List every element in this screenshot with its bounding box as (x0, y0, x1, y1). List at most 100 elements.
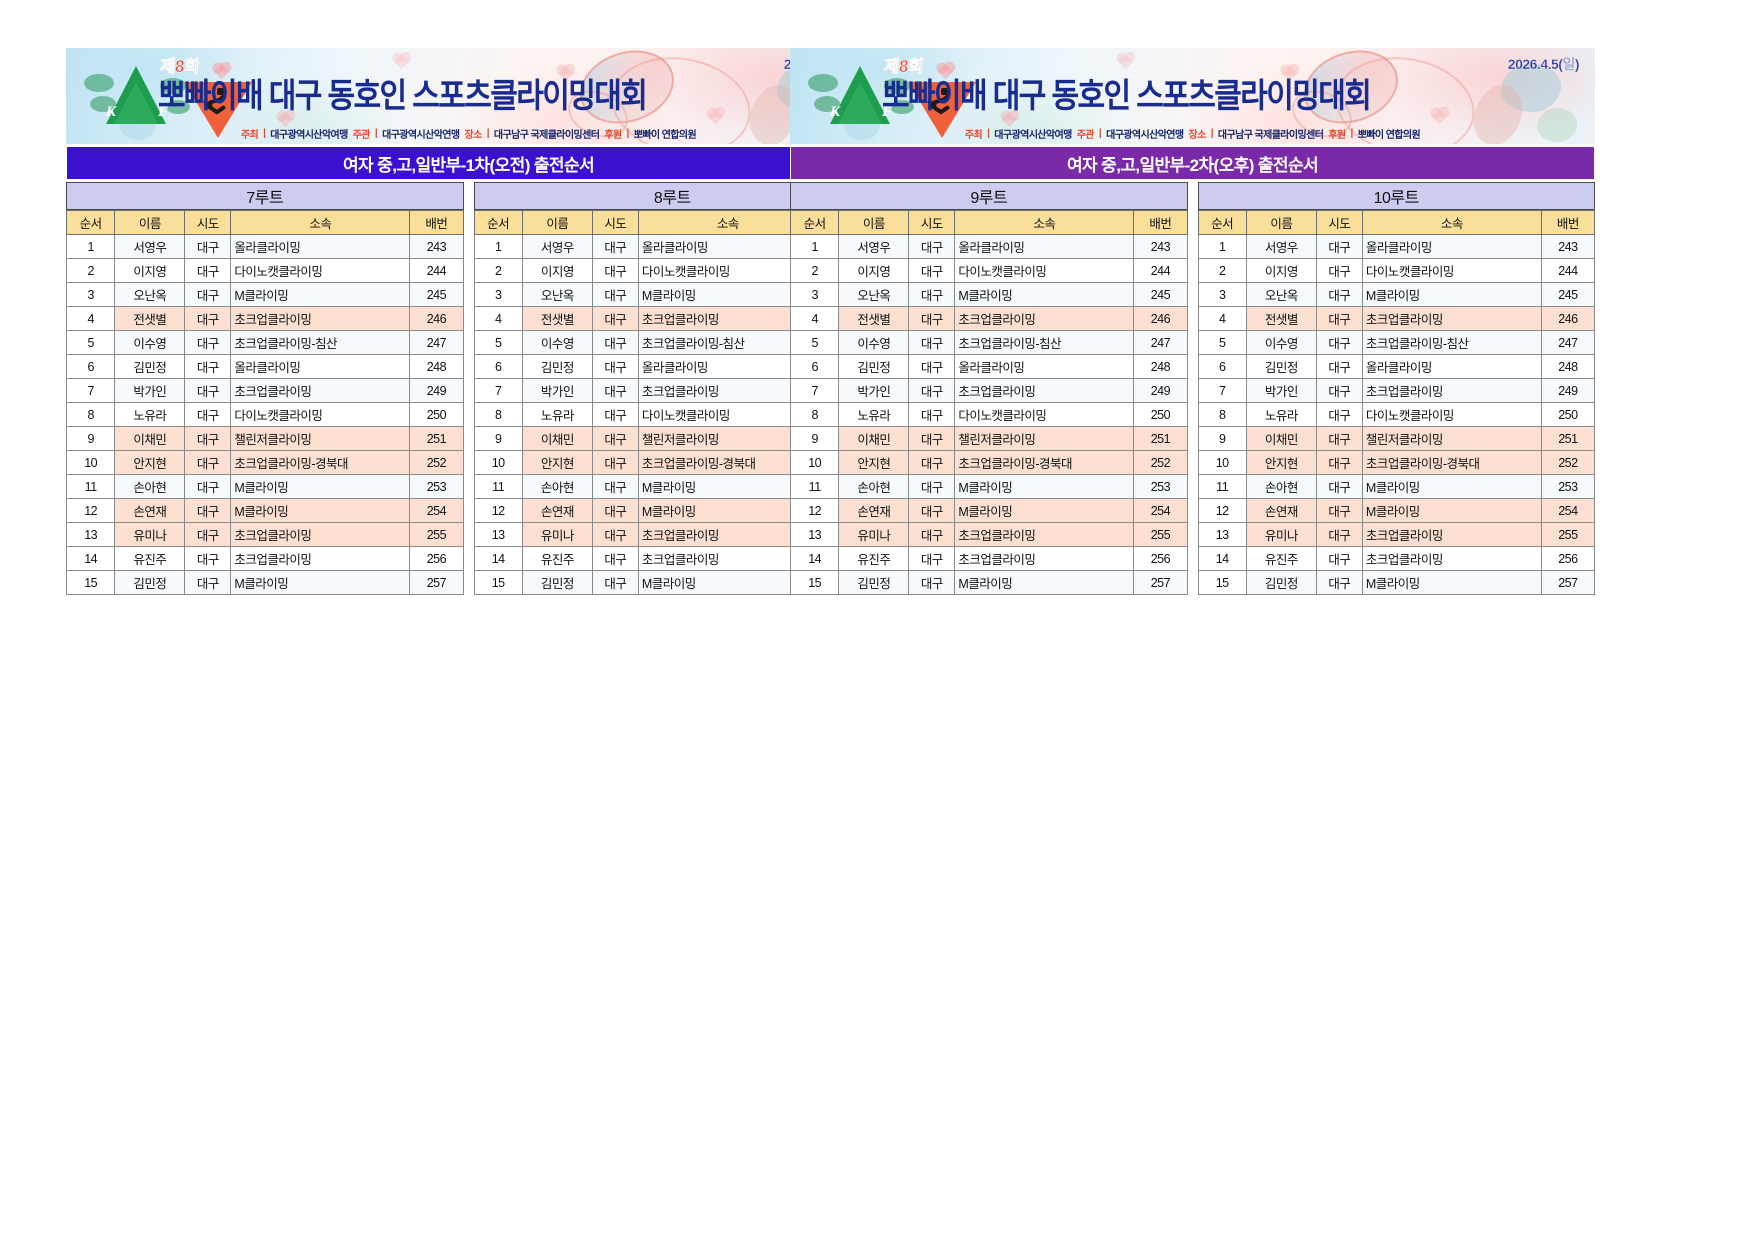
cell-name: 이채민 (1245, 426, 1317, 451)
cell-bib: 248 (1540, 354, 1596, 379)
banner-sponsor-line: 주최 | 대구광역시산악여맹 주관 | 대구광역시산악연맹 장소 | 대구남구 … (66, 126, 871, 141)
column-header-club: 소속 (1361, 210, 1542, 235)
cell-club: 올라클라이밍 (637, 234, 818, 259)
banner-date: 2026.4.5(일) (1507, 56, 1580, 72)
cell-city: 대구 (184, 474, 232, 499)
route-tables-row: 9루트 순서 이름 시도 소속 배번 1 서영우 대구 올라클라이밍 243 2 이지영 대구 다이노캣클라… (789, 182, 1596, 595)
cell-bib: 244 (1540, 258, 1596, 283)
sponsor-separator: | (374, 128, 378, 139)
cell-bib: 251 (1540, 426, 1596, 451)
cell-city: 대구 (1315, 570, 1363, 595)
cell-bib: 250 (1540, 402, 1596, 427)
cell-no: 2 (789, 258, 840, 283)
cell-no: 15 (1197, 570, 1247, 595)
cell-city: 대구 (591, 546, 639, 571)
cell-bib: 252 (1540, 450, 1596, 475)
column-header-city: 시도 (908, 210, 956, 235)
cell-no: 2 (1197, 258, 1247, 283)
cell-bib: 250 (1133, 402, 1188, 427)
cell-bib: 253 (1133, 474, 1188, 499)
sponsor-name: 뽀빠이 연합의원 (1357, 130, 1421, 141)
cell-no: 9 (1197, 426, 1247, 451)
cell-club: 초크업클라이밍 (230, 306, 411, 331)
cell-name: 김민정 (1245, 570, 1317, 595)
cell-no: 4 (1197, 306, 1247, 331)
cell-club: 초크업클라이밍 (637, 378, 818, 403)
cell-club: M클라이밍 (230, 474, 411, 499)
cell-name: 김민정 (1245, 354, 1317, 379)
sponsor-role: 장소 (464, 130, 483, 141)
cell-name: 서영우 (114, 234, 186, 259)
cell-bib: 247 (1133, 330, 1188, 355)
logo-letter-f: F (881, 104, 892, 120)
cell-city: 대구 (908, 426, 956, 451)
column-header-club: 소속 (637, 210, 818, 235)
sponsor-name: 뽀빠이 연합의원 (633, 130, 697, 141)
cell-name: 전샛별 (114, 306, 186, 331)
column-header-bib: 배번 (409, 210, 464, 235)
sponsor-separator: | (626, 128, 630, 139)
cell-club: 초크업클라이밍 (1361, 306, 1542, 331)
cell-name: 손아현 (114, 474, 186, 499)
cell-name: 손연재 (1245, 498, 1317, 523)
cell-city: 대구 (908, 354, 956, 379)
cell-club: 초크업클라이밍 (1361, 546, 1542, 571)
cell-bib: 252 (409, 450, 464, 475)
route-header: 10루트 (1197, 182, 1595, 210)
cell-bib: 257 (1540, 570, 1596, 595)
cell-bib: 249 (1540, 378, 1596, 403)
cell-city: 대구 (1315, 522, 1363, 547)
cell-bib: 245 (1540, 282, 1596, 307)
cell-no: 9 (473, 426, 523, 451)
cell-no: 4 (789, 306, 840, 331)
column-header-no: 순서 (65, 210, 116, 235)
cell-name: 김민정 (521, 354, 593, 379)
cell-bib: 251 (1133, 426, 1188, 451)
cell-club: M클라이밍 (230, 282, 411, 307)
route-block: 7루트 순서 이름 시도 소속 배번 1 서영우 대구 올라클라이밍 243 2 이지영 대구 다이노캣클라… (65, 182, 464, 595)
cell-name: 노유라 (1245, 402, 1317, 427)
cell-club: M클라이밍 (954, 498, 1135, 523)
cell-no: 15 (65, 570, 116, 595)
cell-bib: 248 (1133, 354, 1188, 379)
cell-club: M클라이밍 (637, 498, 818, 523)
cell-name: 손아현 (521, 474, 593, 499)
cell-club: 초크업클라이밍-경북대 (954, 450, 1135, 475)
cell-name: 유미나 (114, 522, 186, 547)
climber-figure-icon (924, 88, 958, 122)
cell-no: 2 (65, 258, 116, 283)
cell-club: 다이노캣클라이밍 (1361, 402, 1542, 427)
cell-club: 초크업클라이밍 (637, 522, 818, 547)
cell-name: 김민정 (521, 570, 593, 595)
cell-name: 김민정 (114, 354, 186, 379)
cell-bib: 253 (409, 474, 464, 499)
cell-city: 대구 (591, 402, 639, 427)
cell-name: 박가인 (1245, 378, 1317, 403)
cell-no: 5 (789, 330, 840, 355)
cell-club: M클라이밍 (637, 282, 818, 307)
cell-name: 유진주 (521, 546, 593, 571)
cell-city: 대구 (184, 330, 232, 355)
cell-bib: 246 (409, 306, 464, 331)
cell-no: 8 (65, 402, 116, 427)
cell-no: 10 (789, 450, 840, 475)
cell-name: 이수영 (114, 330, 186, 355)
cell-city: 대구 (908, 282, 956, 307)
cell-name: 서영우 (1245, 234, 1317, 259)
cell-club: M클라이밍 (1361, 498, 1542, 523)
column-header-no: 순서 (1197, 210, 1247, 235)
cell-club: 올라클라이밍 (1361, 234, 1542, 259)
